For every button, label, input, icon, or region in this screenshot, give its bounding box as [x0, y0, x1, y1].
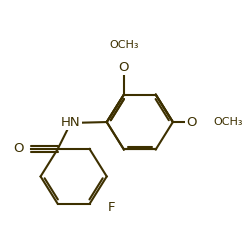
Text: O: O [118, 61, 128, 74]
Text: F: F [108, 201, 115, 214]
Text: HN: HN [60, 116, 80, 128]
Text: O: O [185, 116, 196, 128]
Text: OCH₃: OCH₃ [212, 117, 242, 127]
Text: OCH₃: OCH₃ [109, 40, 138, 50]
Text: O: O [13, 142, 24, 155]
